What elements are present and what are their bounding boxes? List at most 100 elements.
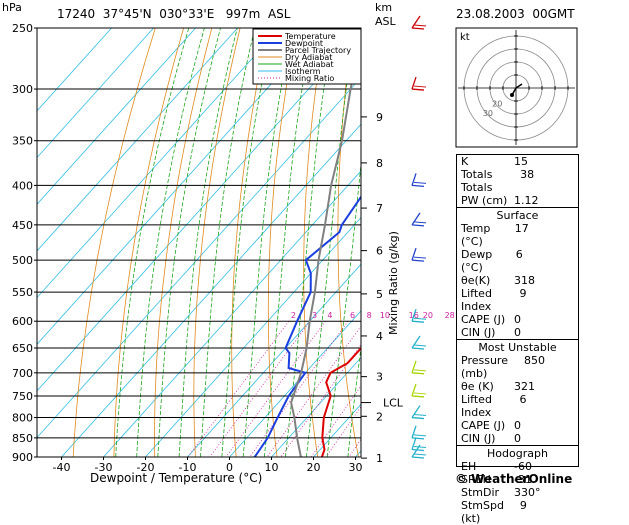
- unstable-index-value: 321: [514, 380, 570, 393]
- mixing-ratio-line: [326, 321, 421, 457]
- unstable-index-label: Lifted Index: [461, 393, 519, 419]
- hodograph-storm-marker: [510, 93, 514, 97]
- km-tick-label: 2: [376, 410, 383, 423]
- lcl-label: LCL: [383, 397, 404, 410]
- wind-barb-staff: [412, 213, 420, 225]
- wind-barb-flag: [412, 185, 424, 186]
- index-row: PW (cm)1.12: [457, 194, 578, 207]
- dry-adiabat-line: [194, 28, 240, 457]
- wind-barb-flag: [414, 370, 426, 371]
- surface-index-label: θe(K): [461, 274, 490, 287]
- index-label: Totals Totals: [461, 168, 520, 194]
- wind-barb-staff: [412, 384, 416, 396]
- mixing-ratio-line: [349, 321, 443, 457]
- plot-frame: [37, 28, 361, 457]
- hodograph-index-label: SREH: [461, 473, 491, 486]
- pressure-tick-label: 650: [12, 342, 33, 355]
- station-info: 17240 37°45'N 030°33'E 997m ASL: [57, 7, 291, 21]
- temperature-tick-label: 20: [307, 461, 321, 474]
- wind-barb-flag: [414, 222, 426, 223]
- legend-label: Mixing Ratio: [285, 74, 334, 83]
- km-tick-label: 3: [376, 371, 383, 384]
- dry-adiabat-line: [607, 28, 629, 457]
- surface-index-value: 0: [514, 326, 570, 339]
- km-tick-label: 1: [376, 452, 383, 465]
- index-label: PW (cm): [461, 194, 507, 207]
- hodograph-index-value: -31: [514, 473, 570, 486]
- most-unstable-title: Most Unstable: [457, 341, 578, 354]
- surface-index-value: 17: [515, 222, 570, 248]
- wind-barbs: [412, 16, 426, 458]
- temperature-tick-label: -40: [53, 461, 71, 474]
- index-value: 38: [520, 168, 570, 194]
- wind-barb-flag: [414, 86, 426, 87]
- hodograph-index-label: EH: [461, 460, 476, 473]
- wind-barb-flag: [414, 454, 426, 455]
- dry-adiabat-line: [114, 28, 184, 457]
- x-axis-label: Dewpoint / Temperature (°C): [90, 471, 262, 485]
- mixing-ratio-label: 4: [327, 311, 332, 320]
- surface-index-value: 0: [514, 313, 570, 326]
- asl-label: ASL: [375, 15, 397, 28]
- wind-barb-flag: [412, 321, 424, 322]
- pressure-tick-label: 300: [12, 83, 33, 96]
- surface-index-label: CAPE (J): [461, 313, 505, 326]
- unstable-index-label: θe (K): [461, 380, 494, 393]
- isotherm-line: [20, 28, 406, 457]
- wind-barb-staff: [412, 77, 416, 89]
- dewpoint-line: [255, 28, 490, 457]
- surface-index-label: CIN (J): [461, 326, 495, 339]
- wet-adiabat-line: [158, 28, 221, 457]
- hpa-label: hPa: [2, 1, 22, 14]
- pressure-tick-label: 400: [12, 179, 33, 192]
- wet-adiabat-line: [222, 28, 273, 457]
- hodograph-ring-label: 30: [483, 109, 493, 118]
- wind-barb-flag: [412, 28, 424, 29]
- wet-adiabat-line: [327, 28, 377, 457]
- unstable-index-row: Pressure (mb)850: [457, 354, 578, 380]
- pressure-tick-label: 500: [12, 254, 33, 267]
- km-label: km: [375, 1, 392, 14]
- surface-index-row: CIN (J) 0: [457, 326, 578, 339]
- wind-barb-staff: [412, 248, 416, 260]
- mixing-ratio-label: 6: [350, 311, 355, 320]
- hodograph-ring-label: 20: [492, 100, 502, 109]
- wind-barb-staff: [412, 336, 420, 348]
- mixing-ratio-axis-label: Mixing Ratio (g/kg): [387, 231, 400, 335]
- surface-index-row: CAPE (J) 0: [457, 313, 578, 326]
- pressure-tick-label: 450: [12, 219, 33, 232]
- temperature-tick-label: 10: [265, 461, 279, 474]
- unstable-index-value: 0: [514, 419, 570, 432]
- km-tick-label: 8: [376, 157, 383, 170]
- hodograph-index-value: 330°: [514, 486, 570, 499]
- wind-barb-flag: [412, 457, 424, 458]
- surface-title: Surface: [457, 209, 578, 222]
- wind-barb-flag: [414, 182, 426, 183]
- wind-barb-flag: [414, 345, 426, 346]
- hodograph-index-value: 9: [520, 499, 570, 525]
- surface-index-row: Temp (°C)17: [457, 222, 578, 248]
- wind-barb-flag: [414, 257, 426, 258]
- km-tick-label: 7: [376, 202, 383, 215]
- pressure-tick-label: 850: [12, 432, 33, 445]
- surface-index-value: 6: [516, 248, 570, 274]
- pressure-tick-label: 250: [12, 22, 33, 35]
- wind-barb-flag: [412, 89, 424, 90]
- surface-index-label: Temp (°C): [461, 222, 515, 248]
- isotherm-line: [0, 28, 322, 457]
- wind-barb-staff: [412, 426, 416, 438]
- pressure-tick-label: 750: [12, 390, 33, 403]
- wind-barb-staff: [412, 16, 420, 28]
- wind-barb-flag: [412, 225, 424, 226]
- dry-adiabat-line: [403, 28, 440, 457]
- isotherm-line: [0, 28, 364, 457]
- wind-barb-flag: [412, 449, 424, 450]
- unstable-index-row: CIN (J)0: [457, 432, 578, 445]
- wind-barb-flag: [414, 415, 426, 416]
- dry-adiabat-line: [268, 28, 296, 457]
- temperature-tick-label: 30: [349, 461, 363, 474]
